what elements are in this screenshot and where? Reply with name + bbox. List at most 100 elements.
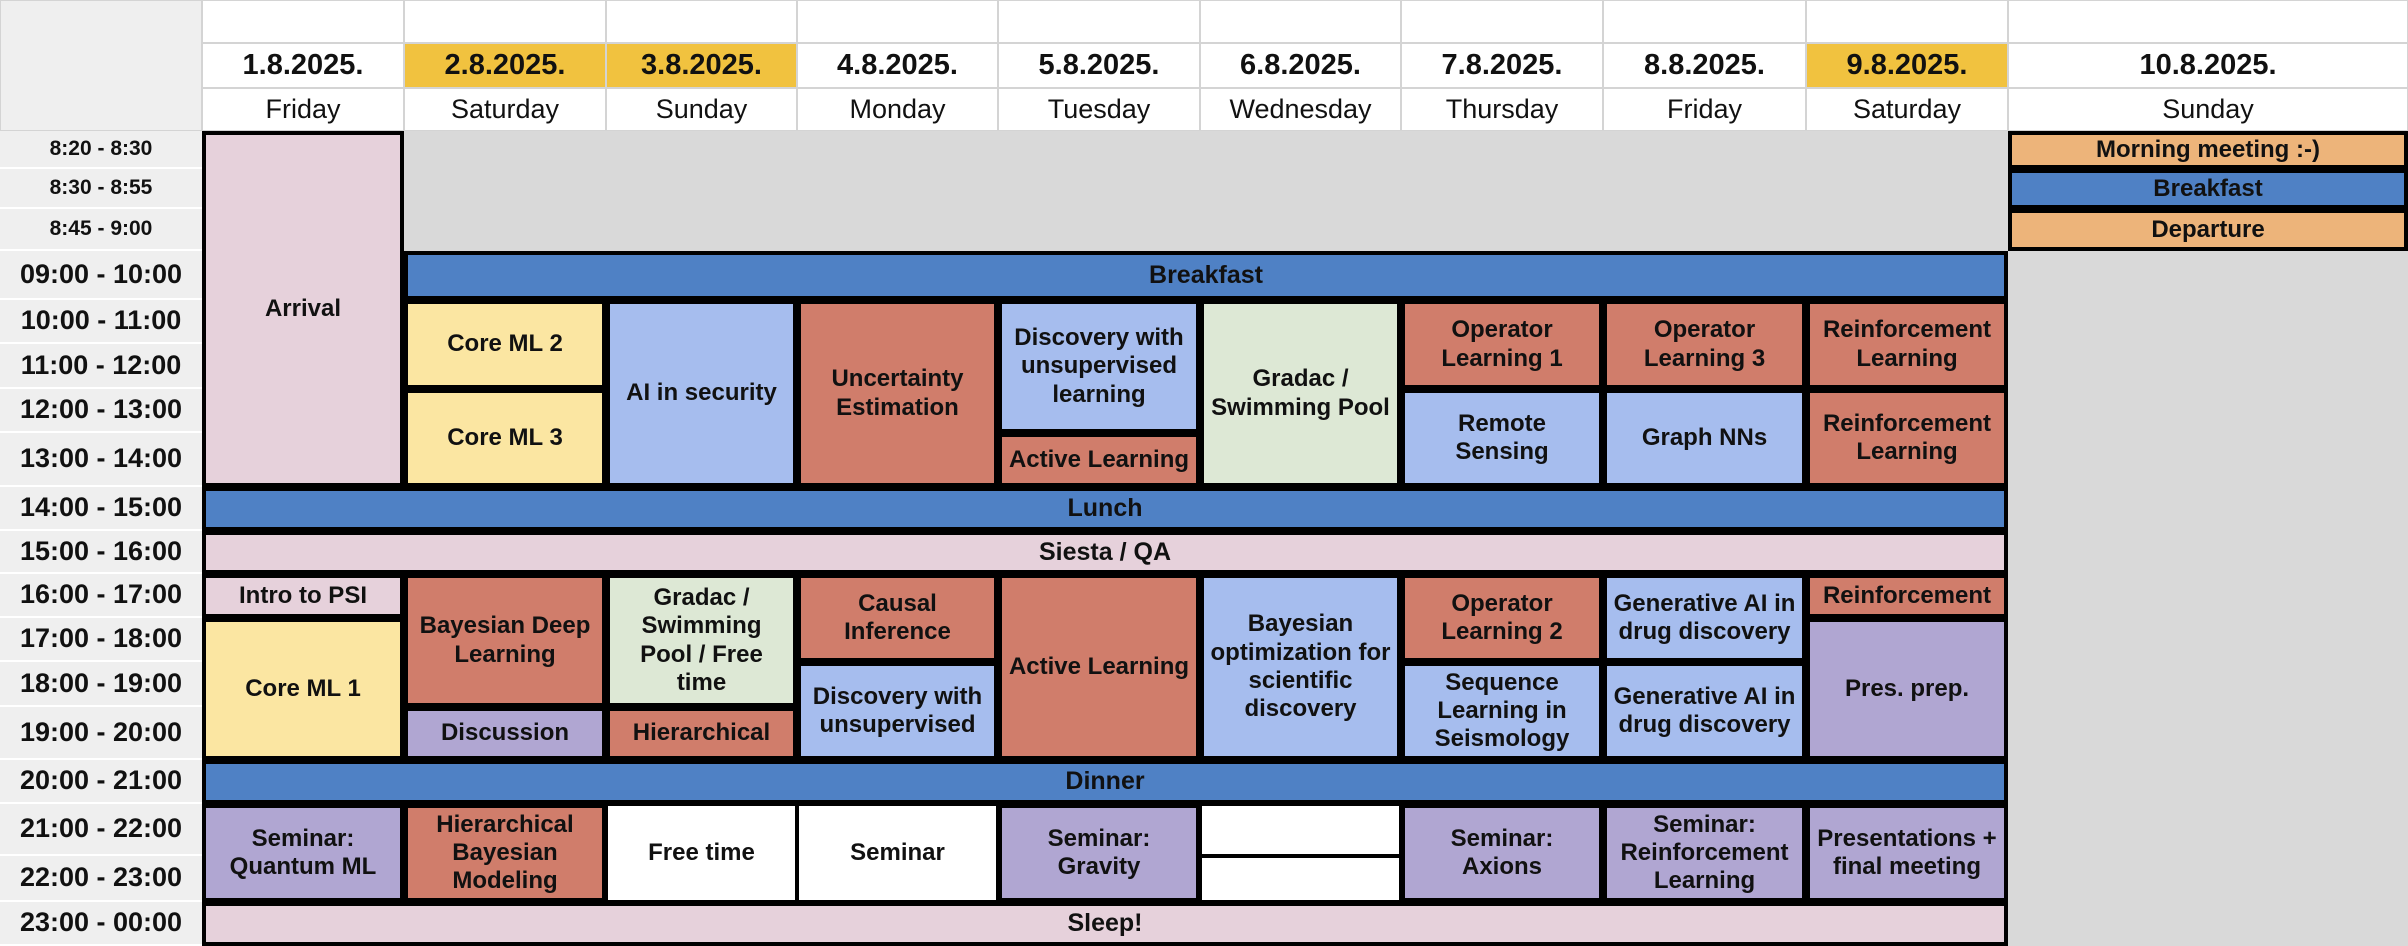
time-slot-label: 09:00 - 10:00 [0, 251, 202, 300]
event-block[interactable]: Generative AI in drug discovery [1603, 662, 1806, 760]
date-header[interactable]: 6.8.2025. [1200, 43, 1401, 88]
time-slot-label: 13:00 - 14:00 [0, 433, 202, 487]
event-block[interactable]: Dinner [202, 760, 2008, 804]
event-block[interactable]: Active Learning [998, 574, 1200, 760]
weekday-header[interactable]: Wednesday [1200, 88, 1401, 131]
time-slot-label: 15:00 - 16:00 [0, 531, 202, 574]
event-block[interactable]: Causal Inference [797, 574, 998, 662]
event-block[interactable]: Sleep! [202, 902, 2008, 946]
event-block[interactable]: Breakfast [2008, 169, 2408, 209]
time-slot-label: 22:00 - 23:00 [0, 856, 202, 902]
weekday-header[interactable]: Thursday [1401, 88, 1603, 131]
time-slot-label: 21:00 - 22:00 [0, 804, 202, 856]
event-block[interactable]: Bayesian Deep Learning [404, 574, 606, 707]
date-header[interactable]: 2.8.2025. [404, 43, 606, 88]
empty-slot [2008, 251, 2408, 946]
event-block[interactable]: Discovery with unsupervised learning [998, 300, 1200, 433]
event-block[interactable]: Presentations + final meeting [1806, 804, 2008, 902]
weekday-header[interactable]: Tuesday [998, 88, 1200, 131]
header-blank-cell [404, 0, 606, 43]
event-block[interactable]: Seminar: Gravity [998, 804, 1200, 902]
event-block[interactable]: Core ML 3 [404, 389, 606, 487]
weekday-header[interactable]: Friday [202, 88, 404, 131]
time-slot-label: 19:00 - 20:00 [0, 707, 202, 760]
event-block[interactable]: Operator Learning 2 [1401, 574, 1603, 662]
time-slot-label: 10:00 - 11:00 [0, 300, 202, 344]
event-block[interactable]: Core ML 1 [202, 618, 404, 760]
event-block[interactable]: Generative AI in drug discovery [1603, 574, 1806, 662]
date-header[interactable]: 8.8.2025. [1603, 43, 1806, 88]
event-block[interactable]: Graph NNs [1603, 389, 1806, 487]
header-blank-cell [606, 0, 797, 43]
event-block[interactable]: Pres. prep. [1806, 618, 2008, 760]
header-blank-cell [998, 0, 1200, 43]
event-block[interactable]: Hierarchical [606, 707, 797, 760]
time-slot-label: 8:30 - 8:55 [0, 169, 202, 209]
event-block[interactable]: Lunch [202, 487, 2008, 531]
header-corner [0, 0, 202, 131]
time-slot-label: 14:00 - 15:00 [0, 487, 202, 531]
event-block[interactable]: Intro to PSI [202, 574, 404, 618]
time-slot-label: 23:00 - 00:00 [0, 902, 202, 946]
time-slot-label: 8:20 - 8:30 [0, 131, 202, 169]
time-slot-label: 8:45 - 9:00 [0, 209, 202, 251]
empty-slot [1200, 856, 1401, 902]
event-block[interactable]: Morning meeting :-) [2008, 131, 2408, 169]
event-block[interactable]: Remote Sensing [1401, 389, 1603, 487]
weekday-header[interactable]: Monday [797, 88, 998, 131]
time-slot-label: 12:00 - 13:00 [0, 389, 202, 433]
header-blank-cell [1806, 0, 2008, 43]
time-slot-label: 18:00 - 19:00 [0, 662, 202, 707]
event-block[interactable]: AI in security [606, 300, 797, 487]
header-blank-cell [797, 0, 998, 43]
empty-slot [404, 131, 2008, 251]
time-slot-label: 20:00 - 21:00 [0, 760, 202, 804]
event-block[interactable]: Seminar: Reinforcement Learning [1603, 804, 1806, 902]
event-block[interactable]: Gradac / Swimming Pool [1200, 300, 1401, 487]
event-block[interactable]: Gradac / Swimming Pool / Free time [606, 574, 797, 707]
event-block[interactable]: Hierarchical Bayesian Modeling [404, 804, 606, 902]
time-slot-label: 11:00 - 12:00 [0, 344, 202, 389]
header-blank-cell [1603, 0, 1806, 43]
event-block[interactable]: Siesta / QA [202, 531, 2008, 574]
event-block[interactable]: Bayesian optimization for scientific dis… [1200, 574, 1401, 760]
event-block[interactable]: Arrival [202, 131, 404, 487]
weekday-header[interactable]: Saturday [404, 88, 606, 131]
event-block[interactable]: Sequence Learning in Seismology [1401, 662, 1603, 760]
date-header[interactable]: 5.8.2025. [998, 43, 1200, 88]
event-block[interactable]: Core ML 2 [404, 300, 606, 389]
event-block[interactable]: Departure [2008, 209, 2408, 251]
weekday-header[interactable]: Sunday [606, 88, 797, 131]
event-block[interactable]: Breakfast [404, 251, 2008, 300]
header-blank-cell [2008, 0, 2408, 43]
event-block[interactable]: Discussion [404, 707, 606, 760]
empty-slot [1200, 804, 1401, 856]
weekday-header[interactable]: Saturday [1806, 88, 2008, 131]
time-slot-label: 17:00 - 18:00 [0, 618, 202, 662]
event-block[interactable]: Reinforcement [1806, 574, 2008, 618]
event-block[interactable]: Active Learning [998, 433, 1200, 487]
event-block[interactable]: Seminar: Quantum ML [202, 804, 404, 902]
event-block[interactable]: Reinforcement Learning [1806, 300, 2008, 389]
date-header[interactable]: 4.8.2025. [797, 43, 998, 88]
event-block[interactable]: Discovery with unsupervised [797, 662, 998, 760]
date-header[interactable]: 9.8.2025. [1806, 43, 2008, 88]
time-slot-label: 16:00 - 17:00 [0, 574, 202, 618]
weekday-header[interactable]: Friday [1603, 88, 1806, 131]
event-block[interactable]: Free time [606, 804, 797, 902]
event-block[interactable]: Operator Learning 3 [1603, 300, 1806, 389]
event-block[interactable]: Seminar: Axions [1401, 804, 1603, 902]
header-blank-cell [202, 0, 404, 43]
event-block[interactable]: Seminar [797, 804, 998, 902]
date-header[interactable]: 7.8.2025. [1401, 43, 1603, 88]
date-header[interactable]: 1.8.2025. [202, 43, 404, 88]
event-block[interactable]: Uncertainty Estimation [797, 300, 998, 487]
date-header[interactable]: 10.8.2025. [2008, 43, 2408, 88]
event-block[interactable]: Operator Learning 1 [1401, 300, 1603, 389]
header-blank-cell [1200, 0, 1401, 43]
date-header[interactable]: 3.8.2025. [606, 43, 797, 88]
event-block[interactable]: Reinforcement Learning [1806, 389, 2008, 487]
header-blank-cell [1401, 0, 1603, 43]
weekday-header[interactable]: Sunday [2008, 88, 2408, 131]
